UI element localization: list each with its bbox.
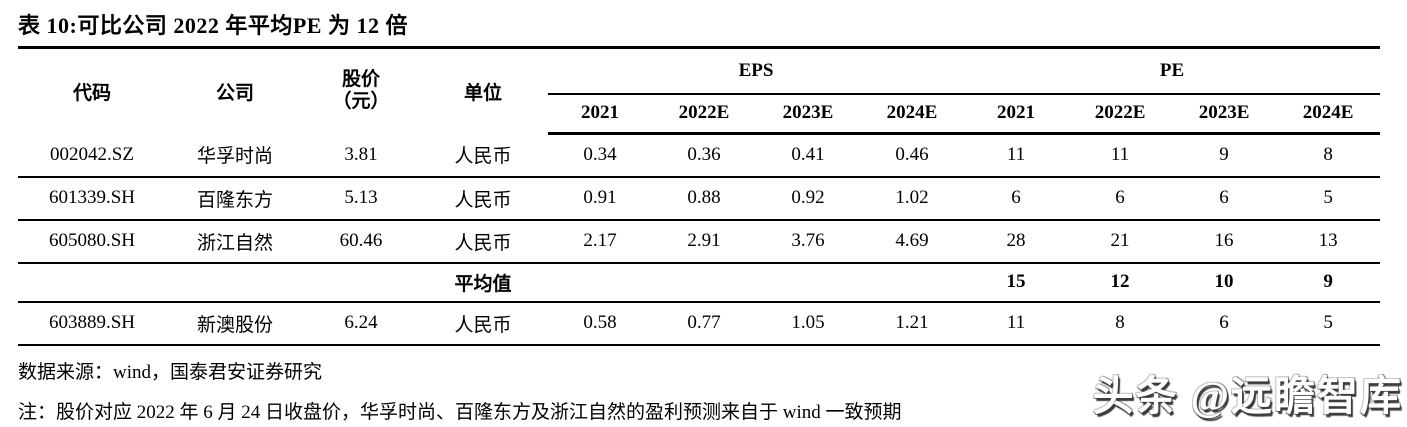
cell-unit: 人民币 bbox=[418, 301, 548, 346]
cell-eps-2021: 0.34 bbox=[548, 133, 652, 178]
header-unit: 单位 bbox=[463, 82, 502, 104]
cell-avg-pe-2022e: 12 bbox=[1068, 262, 1173, 303]
cell-price-empty bbox=[304, 262, 418, 303]
cell-avg-pe-2024e: 9 bbox=[1276, 262, 1381, 303]
header-price: 股价 （元） bbox=[304, 48, 418, 134]
header-eps-group: EPS bbox=[548, 47, 965, 95]
average-row: 平均值 15 12 10 9 bbox=[18, 262, 1381, 303]
header-eps-year-2021: 2021 bbox=[548, 93, 652, 135]
cell-pe-2024e: 8 bbox=[1276, 133, 1381, 178]
cell-pe-2022e: 6 bbox=[1068, 176, 1173, 221]
cell-eps-2021: 2.17 bbox=[548, 219, 652, 264]
header-pe-group: PE bbox=[964, 47, 1381, 95]
cell-unit: 人民币 bbox=[418, 133, 548, 178]
cell-unit: 人民币 bbox=[418, 219, 548, 264]
cell-company: 华孚时尚 bbox=[166, 133, 304, 178]
table-title: 表 10:可比公司 2022 年平均PE 为 12 倍 bbox=[18, 13, 408, 38]
table-row: 601339.SH 百隆东方 5.13 人民币 0.91 0.88 0.92 1… bbox=[18, 176, 1381, 221]
cell-avg-pe-2021: 15 bbox=[964, 262, 1069, 303]
cell-pe-2022e: 21 bbox=[1068, 219, 1173, 264]
cell-code: 002042.SZ bbox=[18, 133, 166, 178]
cell-eps-2021: 0.91 bbox=[548, 176, 652, 221]
cell-eps-2023e: 0.92 bbox=[756, 176, 860, 221]
cell-pe-2022e: 11 bbox=[1068, 133, 1173, 178]
header-company: 公司 bbox=[215, 82, 254, 104]
cell-pe-2021: 11 bbox=[964, 133, 1069, 178]
cell-eps-empty bbox=[860, 262, 965, 303]
cell-code: 603889.SH bbox=[18, 301, 166, 346]
cell-eps-2022e: 0.77 bbox=[652, 301, 756, 346]
cell-pe-2024e: 13 bbox=[1276, 219, 1381, 264]
average-label: 平均值 bbox=[418, 262, 548, 303]
cell-eps-2024e: 0.46 bbox=[860, 133, 965, 178]
cell-price: 6.24 bbox=[304, 301, 418, 346]
cell-price: 60.46 bbox=[304, 219, 418, 264]
cell-eps-2022e: 0.88 bbox=[652, 176, 756, 221]
cell-unit: 人民币 bbox=[418, 176, 548, 221]
cell-code-empty bbox=[18, 262, 166, 303]
header-pe-year-2022e: 2022E bbox=[1068, 93, 1173, 135]
watermark-toutiao: 头条 @远瞻智库 bbox=[1092, 373, 1403, 419]
header-price-line1: 股价 bbox=[341, 69, 380, 91]
cell-eps-2021: 0.58 bbox=[548, 301, 652, 346]
cell-eps-2023e: 3.76 bbox=[756, 219, 860, 264]
header-eps-year-2023e: 2023E bbox=[756, 93, 860, 135]
cell-pe-2023e: 6 bbox=[1172, 301, 1277, 346]
cell-eps-2022e: 2.91 bbox=[652, 219, 756, 264]
cell-pe-2023e: 16 bbox=[1172, 219, 1277, 264]
table-row: 605080.SH 浙江自然 60.46 人民币 2.17 2.91 3.76 … bbox=[18, 219, 1381, 264]
cell-company: 浙江自然 bbox=[166, 219, 304, 264]
cell-company: 新澳股份 bbox=[166, 301, 304, 346]
cell-code: 605080.SH bbox=[18, 219, 166, 264]
cell-pe-2021: 6 bbox=[964, 176, 1069, 221]
cell-pe-2021: 11 bbox=[964, 301, 1069, 346]
cell-eps-2024e: 1.02 bbox=[860, 176, 965, 221]
cell-eps-2024e: 1.21 bbox=[860, 301, 965, 346]
cell-price: 5.13 bbox=[304, 176, 418, 221]
header-pe-year-2024e: 2024E bbox=[1276, 93, 1381, 135]
cell-eps-empty bbox=[652, 262, 756, 303]
header-code: 代码 bbox=[72, 82, 111, 104]
cell-code: 601339.SH bbox=[18, 176, 166, 221]
header-eps-year-2022e: 2022E bbox=[652, 93, 756, 135]
subject-company-row: 603889.SH 新澳股份 6.24 人民币 0.58 0.77 1.05 1… bbox=[18, 301, 1381, 346]
header-pe-year-2021: 2021 bbox=[964, 93, 1069, 135]
cell-pe-2024e: 5 bbox=[1276, 176, 1381, 221]
cell-eps-2022e: 0.36 bbox=[652, 133, 756, 178]
comparable-companies-table: 代码 公司 股价 （元） 单位 EPS PE 2021 2022E 2023E … bbox=[18, 46, 1381, 346]
cell-pe-2024e: 5 bbox=[1276, 301, 1381, 346]
table-row: 002042.SZ 华孚时尚 3.81 人民币 0.34 0.36 0.41 0… bbox=[18, 133, 1381, 178]
footnote-line: 注：股价对应 2022 年 6 月 24 日收盘价，华孚时尚、百隆东方及浙江自然… bbox=[18, 401, 902, 423]
header-row-years: 2021 2022E 2023E 2024E 2021 2022E 2023E … bbox=[18, 93, 1381, 135]
cell-eps-empty bbox=[548, 262, 652, 303]
cell-eps-2023e: 0.41 bbox=[756, 133, 860, 178]
cell-eps-empty bbox=[756, 262, 860, 303]
cell-pe-2023e: 6 bbox=[1172, 176, 1277, 221]
header-row-groups: 代码 公司 股价 （元） 单位 EPS PE bbox=[18, 47, 1381, 112]
cell-eps-2024e: 4.69 bbox=[860, 219, 965, 264]
cell-company: 百隆东方 bbox=[166, 176, 304, 221]
cell-avg-pe-2023e: 10 bbox=[1172, 262, 1277, 303]
cell-company-empty bbox=[166, 262, 304, 303]
cell-pe-2023e: 9 bbox=[1172, 133, 1277, 178]
header-price-line2: （元） bbox=[332, 91, 390, 113]
data-source-line: 数据来源：wind，国泰君安证券研究 bbox=[18, 361, 323, 383]
header-eps-year-2024e: 2024E bbox=[860, 93, 965, 135]
cell-eps-2023e: 1.05 bbox=[756, 301, 860, 346]
cell-pe-2021: 28 bbox=[964, 219, 1069, 264]
header-pe-year-2023e: 2023E bbox=[1172, 93, 1277, 135]
cell-pe-2022e: 8 bbox=[1068, 301, 1173, 346]
cell-price: 3.81 bbox=[304, 133, 418, 178]
